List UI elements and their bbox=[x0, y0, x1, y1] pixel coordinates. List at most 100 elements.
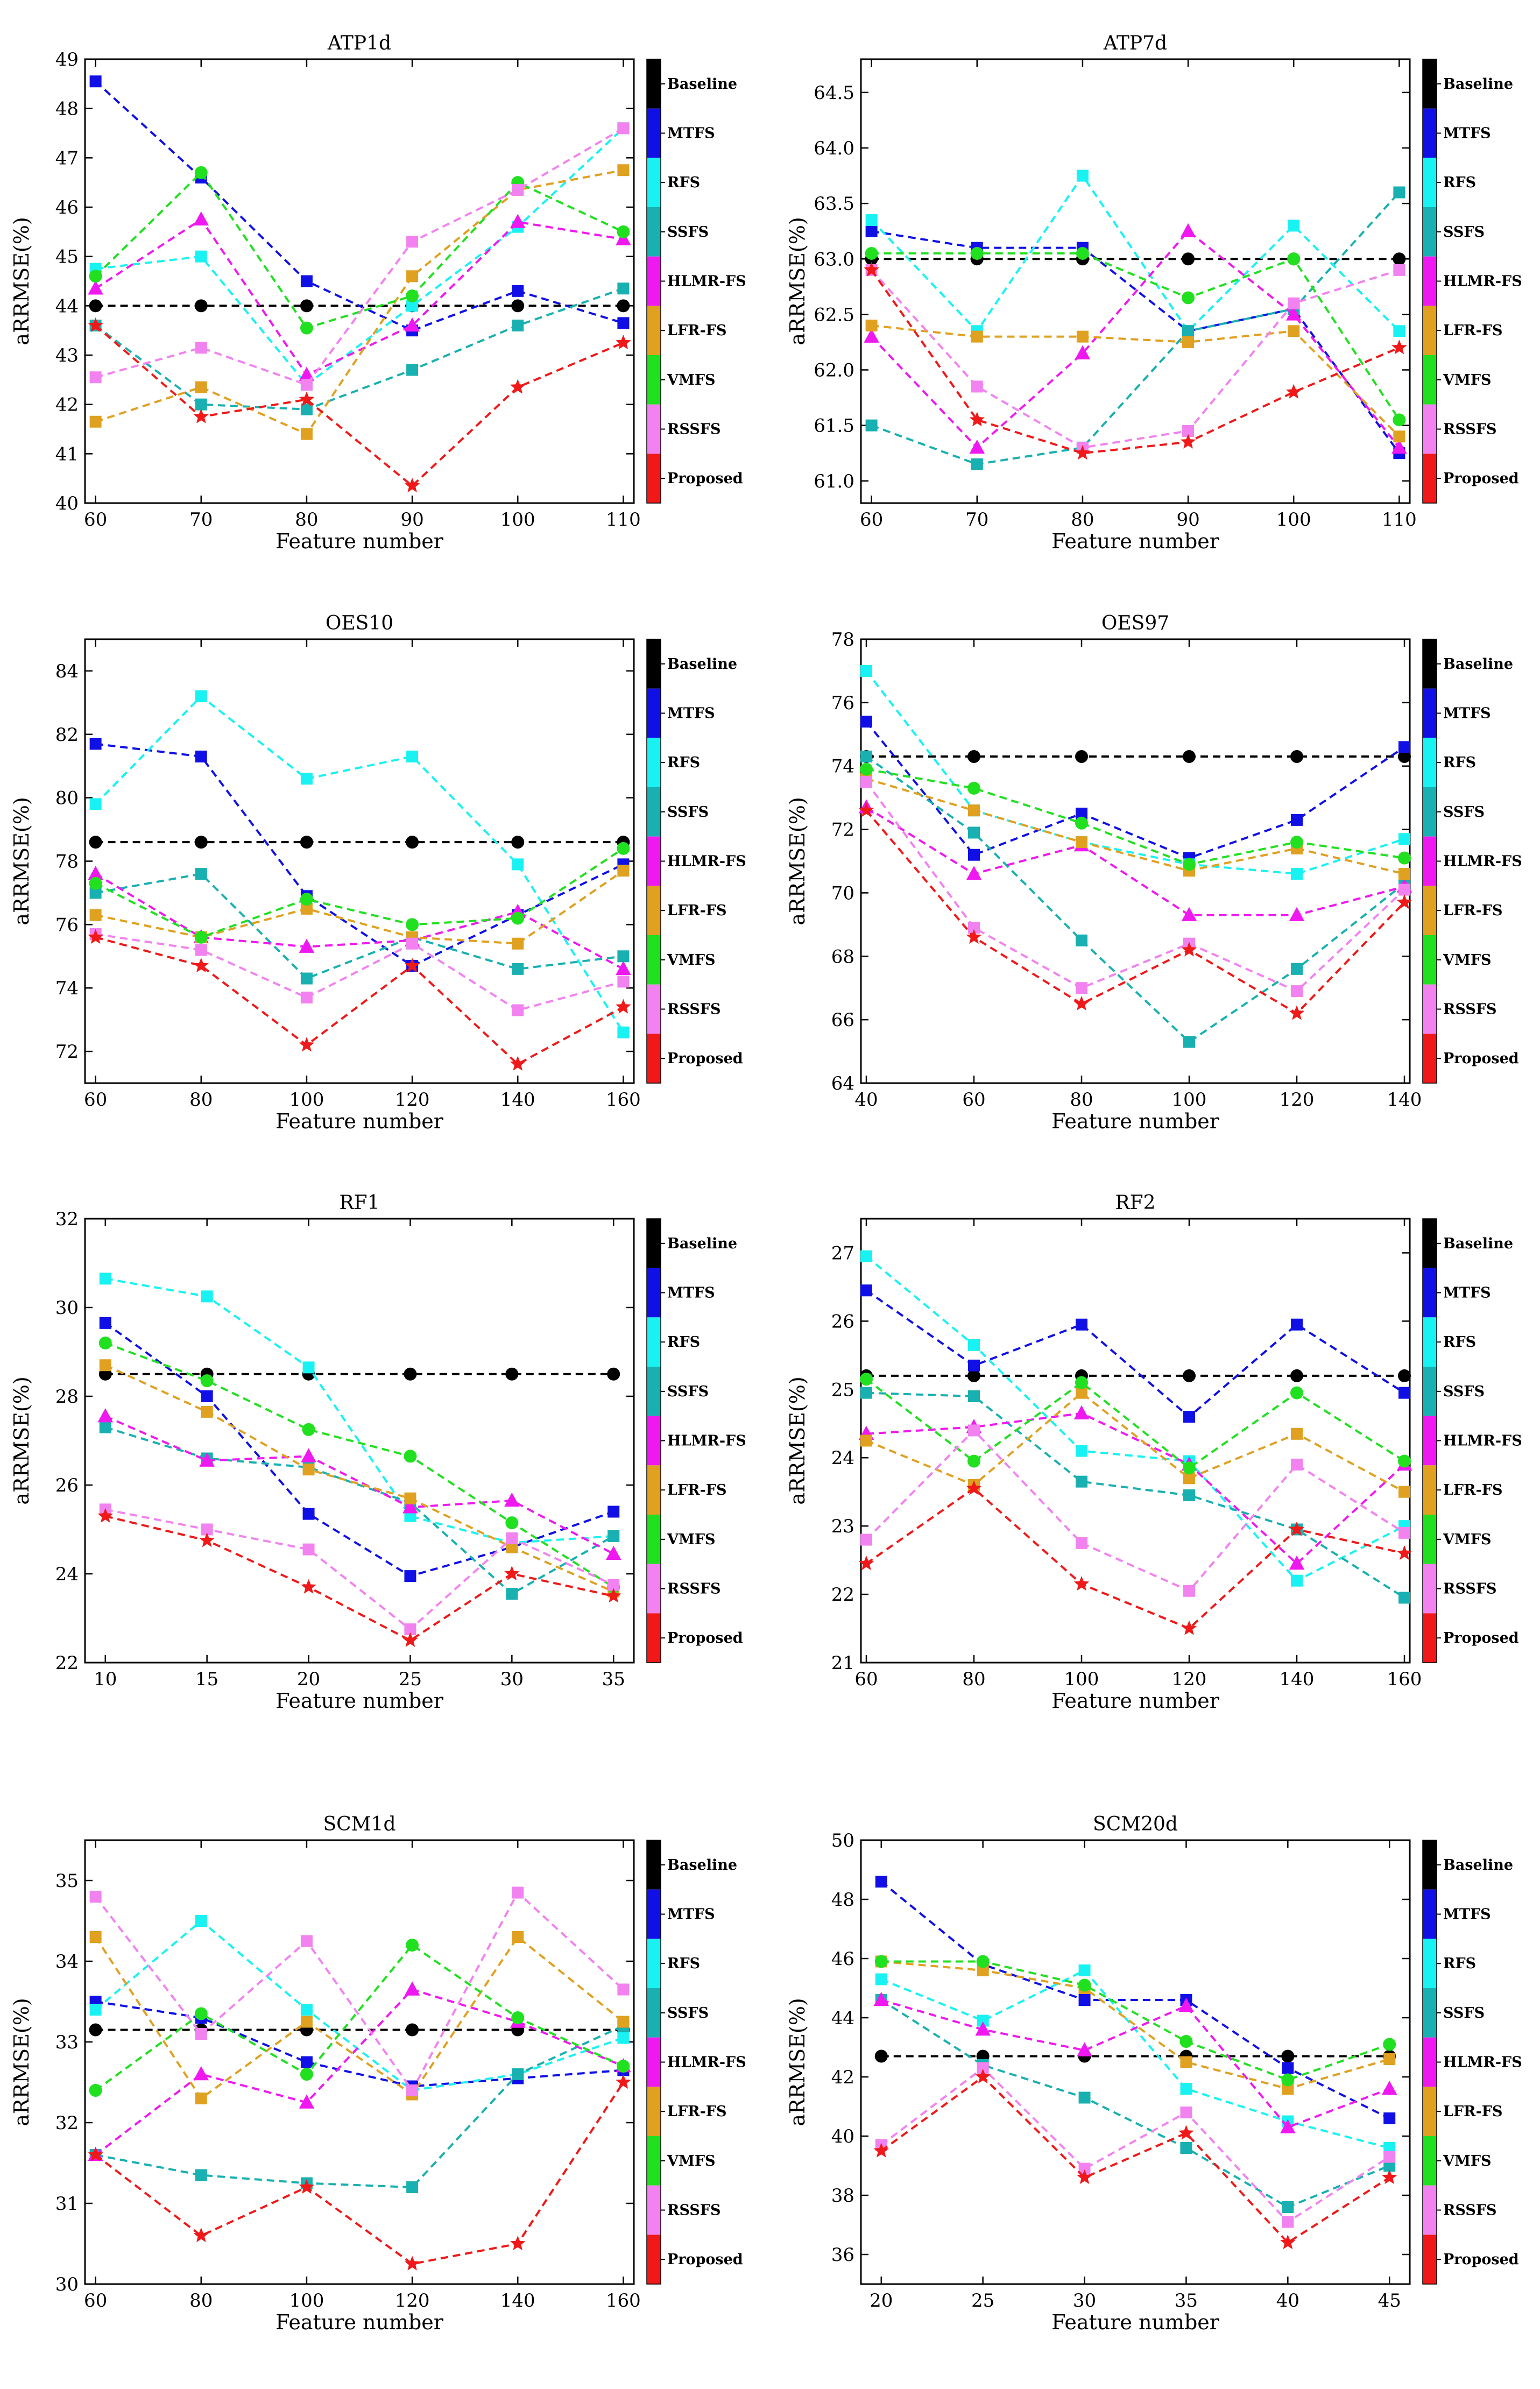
data-point bbox=[300, 275, 313, 287]
data-point bbox=[1076, 1475, 1087, 1488]
data-point bbox=[1182, 325, 1195, 337]
data-point bbox=[1393, 325, 1405, 337]
series-line bbox=[104, 1415, 614, 1555]
data-point bbox=[302, 1508, 315, 1520]
x-tick-label: 25 bbox=[399, 1669, 422, 1690]
y-tick-label: 62.5 bbox=[814, 304, 854, 326]
data-point bbox=[858, 1556, 874, 1571]
x-tick-label: 60 bbox=[84, 2290, 107, 2312]
data-point bbox=[300, 428, 313, 440]
legend-swatch bbox=[1423, 355, 1437, 405]
y-tick-label: 78 bbox=[55, 851, 79, 873]
x-tick-label: 20 bbox=[870, 2290, 893, 2312]
data-point bbox=[864, 261, 879, 277]
chart-title: SCM1d bbox=[323, 1813, 395, 1835]
x-tick-label: 20 bbox=[297, 1669, 320, 1690]
data-point bbox=[1383, 2151, 1396, 2163]
data-point bbox=[199, 1532, 215, 1547]
series-line bbox=[866, 1391, 1405, 1599]
legend: Baseline MTFS RFS SSFS HLMR-FS LFR-FS VMFS RSSF… bbox=[646, 639, 746, 1084]
series-line bbox=[95, 936, 624, 1066]
legend-label: MTFS bbox=[1443, 1906, 1491, 1923]
data-point bbox=[860, 1434, 872, 1447]
data-point bbox=[1291, 985, 1303, 998]
series-ssfs bbox=[89, 282, 630, 415]
series-line bbox=[865, 1289, 1405, 1418]
data-point bbox=[1393, 264, 1405, 276]
data-point bbox=[300, 1935, 313, 1947]
x-tick-label: 35 bbox=[1175, 2290, 1198, 2312]
legend-swatch bbox=[1423, 59, 1437, 109]
legend-label: RSSFS bbox=[667, 1581, 721, 1598]
series-proposed bbox=[88, 929, 631, 1071]
data-point bbox=[300, 836, 313, 849]
data-point bbox=[406, 364, 419, 376]
x-tick-label: 40 bbox=[1276, 2290, 1299, 2312]
legend-swatch bbox=[1423, 404, 1437, 454]
y-tick-label: 48 bbox=[831, 1889, 854, 1911]
legend-swatch bbox=[1423, 886, 1437, 935]
legend-label: Proposed bbox=[1443, 2251, 1519, 2268]
chart-scm1d: SCM1d 60 80 100 120 140 160 30 31 32 33 34 35 Feature… bbox=[10, 1813, 746, 2334]
legend-label: VMFS bbox=[1443, 372, 1492, 388]
data-point bbox=[511, 299, 525, 313]
legend-label: RFS bbox=[1443, 1334, 1476, 1351]
data-point bbox=[404, 1623, 416, 1636]
series-line bbox=[871, 324, 1400, 437]
data-point bbox=[1291, 1427, 1303, 1440]
data-point bbox=[1398, 1369, 1411, 1382]
legend-swatch bbox=[1423, 1465, 1437, 1515]
y-tick-label: 47 bbox=[55, 147, 79, 169]
data-point bbox=[99, 1421, 111, 1433]
y-tick-label: 42 bbox=[55, 394, 79, 416]
legend-label: Proposed bbox=[667, 1630, 743, 1646]
data-point bbox=[605, 1545, 621, 1560]
x-tick-label: 80 bbox=[189, 2290, 213, 2312]
series-line bbox=[865, 781, 1405, 993]
data-point bbox=[195, 868, 207, 880]
data-point bbox=[967, 781, 980, 795]
data-point bbox=[1073, 1405, 1090, 1419]
data-point bbox=[860, 776, 872, 788]
x-tick-label: 120 bbox=[1280, 1089, 1315, 1111]
series-line bbox=[871, 268, 1400, 449]
legend-swatch bbox=[1423, 688, 1437, 738]
data-point bbox=[617, 317, 630, 329]
series-vmfs bbox=[874, 1955, 1396, 2087]
x-tick-label: 160 bbox=[1387, 1669, 1422, 1690]
series-vmfs bbox=[89, 842, 630, 944]
data-point bbox=[1076, 1537, 1087, 1549]
data-point bbox=[1183, 1036, 1195, 1048]
data-point bbox=[1289, 1005, 1305, 1020]
y-tick-label: 33 bbox=[55, 2032, 79, 2053]
data-point bbox=[616, 999, 631, 1014]
y-tick-label: 21 bbox=[831, 1652, 854, 1674]
x-tick-label: 15 bbox=[195, 1669, 218, 1690]
legend-label: VMFS bbox=[667, 2153, 716, 2169]
data-point bbox=[966, 866, 982, 880]
series-lfr-fs bbox=[99, 1359, 620, 1598]
legend: Baseline MTFS RFS SSFS HLMR-FS LFR-FS VMFS RSSF… bbox=[1422, 59, 1522, 504]
data-point bbox=[1288, 325, 1300, 337]
data-point bbox=[967, 1369, 980, 1382]
legend-label: HLMR-FS bbox=[1443, 273, 1522, 290]
data-point bbox=[406, 836, 419, 849]
data-point bbox=[1076, 934, 1087, 946]
data-point bbox=[512, 1004, 524, 1016]
x-tick-label: 140 bbox=[500, 2290, 535, 2312]
data-point bbox=[512, 285, 524, 297]
series-hlmr-fs bbox=[97, 1408, 621, 1560]
data-point bbox=[1381, 2081, 1397, 2095]
legend-swatch bbox=[647, 1840, 661, 1890]
legend-label: Proposed bbox=[667, 1050, 743, 1067]
series-line bbox=[880, 1881, 1390, 2119]
series-ssfs bbox=[89, 868, 630, 985]
data-point bbox=[1280, 2119, 1296, 2133]
x-axis-label: Feature number bbox=[1051, 1109, 1220, 1133]
x-tick-label: 30 bbox=[500, 1669, 524, 1690]
legend-label: SSFS bbox=[1443, 2005, 1485, 2022]
series-hlmr-fs bbox=[873, 1992, 1397, 2133]
data-point bbox=[88, 280, 103, 295]
x-tick-label: 100 bbox=[289, 2290, 324, 2312]
y-tick-label: 64.5 bbox=[814, 82, 854, 104]
